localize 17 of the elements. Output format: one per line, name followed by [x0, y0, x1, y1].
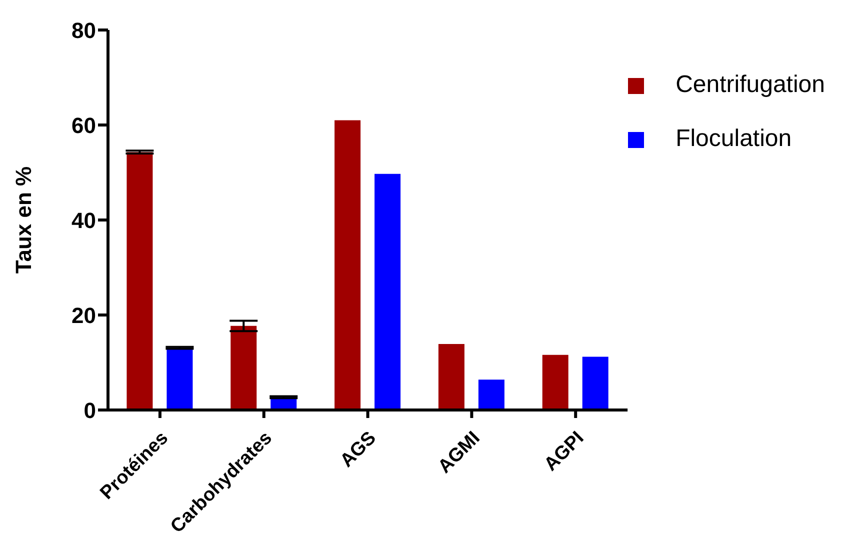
- bar: [478, 380, 504, 410]
- bar: [542, 354, 568, 410]
- bar: [126, 152, 153, 410]
- bar: [582, 356, 608, 410]
- y-axis-title: Taux en %: [10, 166, 36, 274]
- bar: [334, 120, 361, 410]
- y-tick-label: 60: [72, 112, 96, 138]
- y-tick-label: 80: [72, 18, 96, 43]
- y-tick-label: 0: [84, 398, 96, 423]
- y-tick-label: 40: [72, 208, 96, 233]
- bar: [438, 344, 464, 410]
- bar: [374, 174, 401, 410]
- bar: [230, 326, 257, 410]
- legend-label: Centrifugation: [676, 71, 825, 98]
- y-tick-label: 20: [72, 302, 96, 328]
- bar: [166, 348, 193, 410]
- legend-label: Floculation: [676, 125, 792, 152]
